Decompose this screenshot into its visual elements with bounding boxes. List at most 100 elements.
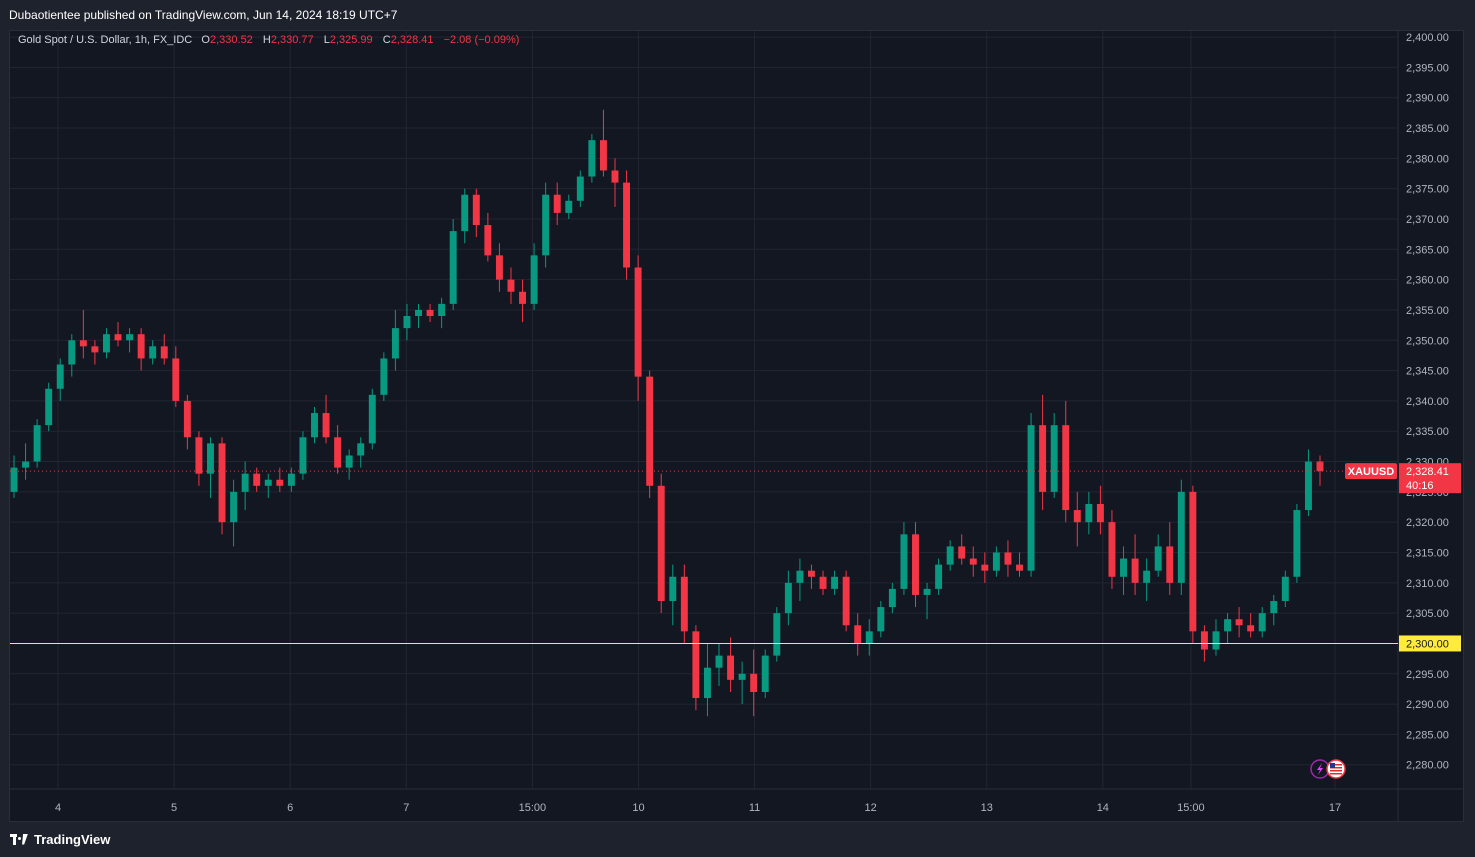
- chart-area[interactable]: 2,280.00 2,285.00 2,290.00 2,295.00 2,300.00…: [9, 30, 1464, 822]
- candle-body: [253, 473, 261, 486]
- candle-body: [311, 413, 318, 438]
- flag-stripe: [1330, 767, 1342, 769]
- candle-body: [576, 176, 584, 201]
- candle-body: [992, 552, 1000, 571]
- candle-body: [1212, 631, 1220, 650]
- candle-body: [784, 582, 792, 614]
- candle-body: [449, 231, 457, 304]
- candle-body: [842, 576, 850, 626]
- y-tick-label: 2,290.00: [1406, 699, 1449, 711]
- candle-body: [195, 437, 203, 474]
- candle-body: [380, 358, 388, 395]
- candle-body: [1247, 625, 1255, 632]
- candle-body: [218, 443, 226, 523]
- candle-body: [923, 588, 931, 595]
- candle-body: [1293, 510, 1301, 577]
- x-tick-label: 12: [865, 802, 877, 814]
- candle-body: [322, 413, 330, 438]
- y-tick-label: 2,365.00: [1406, 244, 1449, 256]
- candle-body: [334, 437, 342, 468]
- y-tick-label: 2,370.00: [1406, 214, 1449, 226]
- candle-body: [426, 309, 434, 317]
- candle-body: [646, 376, 654, 486]
- candle-body: [10, 467, 18, 492]
- candle-body: [634, 267, 642, 377]
- candle-body: [287, 473, 295, 486]
- candle-body: [1281, 576, 1289, 602]
- brand-name: TradingView: [34, 832, 111, 847]
- candle-body: [345, 455, 353, 468]
- candle-body: [530, 255, 538, 304]
- y-tick-label: 2,315.00: [1406, 548, 1449, 560]
- brand[interactable]: TradingView: [10, 832, 110, 847]
- flag-canton: [1330, 763, 1335, 768]
- y-tick-label: 2,340.00: [1406, 396, 1449, 408]
- candle-body: [900, 534, 908, 589]
- candle-body: [1154, 546, 1162, 571]
- candle-body: [507, 279, 515, 292]
- symbol-tag-label: XAUUSD: [1348, 466, 1395, 478]
- x-tick-label: 14: [1097, 802, 1109, 814]
- candle-body: [207, 443, 214, 474]
- y-tick-label: 2,285.00: [1406, 729, 1449, 741]
- y-tick-label: 2,280.00: [1406, 760, 1449, 772]
- open-value: 2,330.52: [209, 34, 253, 46]
- change-value: −2.08 (−0.09%): [443, 34, 520, 46]
- chart-background: [10, 31, 1463, 821]
- high-label: H: [262, 34, 271, 46]
- candle-body: [553, 194, 561, 213]
- candle-body: [172, 358, 180, 401]
- y-tick-label: 2,355.00: [1406, 305, 1449, 317]
- low-value: 2,325.99: [329, 34, 373, 46]
- open-label: O: [201, 34, 210, 46]
- candle-body: [1085, 503, 1093, 523]
- y-tick-label: 2,335.00: [1406, 426, 1449, 438]
- candle-body: [831, 576, 839, 589]
- candle-body: [1096, 503, 1104, 523]
- candle-body: [599, 140, 607, 171]
- candle-body: [519, 291, 526, 304]
- candle-body: [912, 534, 919, 595]
- flag-stripe: [1330, 764, 1342, 766]
- candle-body: [1050, 425, 1058, 492]
- candle-body: [935, 564, 943, 589]
- candle-body: [1224, 619, 1232, 632]
- publish-header: Dubaotientee published on TradingView.co…: [0, 0, 1475, 30]
- candle-body: [415, 309, 422, 317]
- candle-body: [727, 655, 735, 680]
- candle-body: [1120, 558, 1127, 577]
- y-tick-label: 2,375.00: [1406, 184, 1449, 196]
- candle-body: [126, 334, 134, 341]
- candle-body: [1166, 546, 1174, 583]
- candle-body: [1073, 510, 1081, 523]
- candle-body: [715, 655, 723, 668]
- candle-body: [623, 182, 631, 268]
- candle-body: [264, 479, 272, 486]
- candle-body: [958, 546, 966, 559]
- candle-body: [114, 334, 122, 341]
- candle-body: [865, 631, 873, 644]
- x-tick-label: 10: [632, 802, 644, 814]
- level-tag: [1399, 635, 1461, 652]
- candle-body: [391, 328, 399, 359]
- x-tick-label: 15:00: [519, 802, 547, 814]
- candle-body: [854, 625, 862, 644]
- y-tick-label: 2,320.00: [1406, 517, 1449, 529]
- x-tick-label: 6: [287, 802, 293, 814]
- us-flag-icon[interactable]: [1326, 759, 1346, 779]
- candle-body: [1143, 570, 1151, 583]
- candle-body: [669, 576, 677, 602]
- y-tick-label: 2,360.00: [1406, 275, 1449, 287]
- candle-body: [241, 473, 249, 492]
- y-tick-label: 2,350.00: [1406, 335, 1449, 347]
- footer: TradingView: [0, 822, 1475, 857]
- candle-body: [750, 673, 758, 692]
- candle-body: [33, 425, 41, 462]
- flag-stripe: [1330, 773, 1342, 775]
- candle-body: [1108, 522, 1116, 577]
- candlestick-chart[interactable]: 2,280.00 2,285.00 2,290.00 2,295.00 2,300.00…: [10, 31, 1463, 821]
- candle-body: [22, 461, 30, 468]
- candle-body: [888, 588, 896, 608]
- candle-body: [230, 491, 238, 523]
- candle-body: [45, 388, 53, 426]
